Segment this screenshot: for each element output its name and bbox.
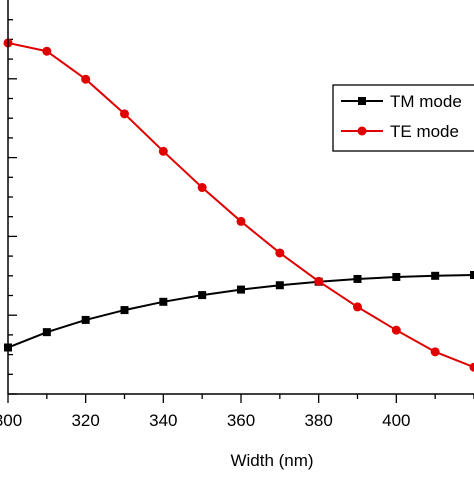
x-axis-ticks: 300 320 340 360 380 400 [0, 394, 474, 430]
data-point [159, 147, 168, 156]
x-axis-label: Width (nm) [230, 451, 313, 470]
data-point [121, 306, 129, 314]
data-point [237, 217, 246, 226]
data-point [159, 298, 167, 306]
legend-label: TE mode [390, 122, 459, 141]
legend: TM mode TE mode [333, 85, 474, 151]
data-point [42, 47, 51, 56]
data-point [82, 316, 90, 324]
data-point [431, 347, 440, 356]
x-tick-label: 320 [71, 411, 99, 430]
data-point [120, 109, 129, 118]
data-point [198, 291, 206, 299]
data-point [392, 326, 401, 335]
data-point [275, 248, 284, 257]
data-point [237, 286, 245, 294]
data-point [276, 281, 284, 289]
legend-label: TM mode [390, 92, 462, 111]
data-point [314, 277, 323, 286]
data-point [198, 183, 207, 192]
x-tick-label: 400 [382, 411, 410, 430]
legend-marker [358, 127, 367, 136]
legend-marker [358, 97, 366, 105]
x-tick-label: 300 [0, 411, 22, 430]
data-point [431, 272, 439, 280]
data-point [392, 273, 400, 281]
data-point [81, 75, 90, 84]
data-point [43, 328, 51, 336]
x-tick-label: 380 [304, 411, 332, 430]
data-point [470, 271, 474, 279]
x-tick-label: 360 [227, 411, 255, 430]
data-point [354, 275, 362, 283]
data-point [353, 302, 362, 311]
x-tick-label: 340 [149, 411, 177, 430]
